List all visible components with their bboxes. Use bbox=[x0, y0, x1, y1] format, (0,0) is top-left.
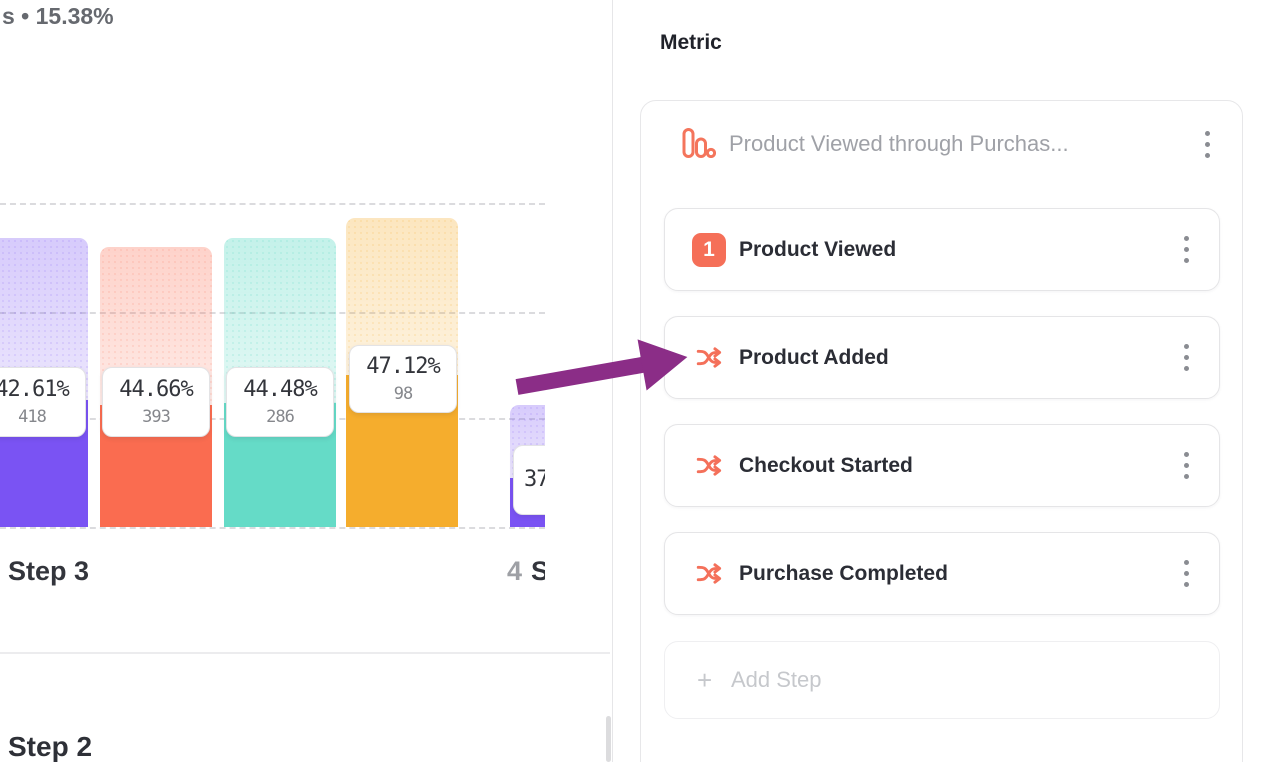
section-divider bbox=[0, 652, 610, 654]
conversion-pct: 44.66% bbox=[119, 377, 193, 402]
gridline bbox=[0, 203, 545, 205]
conversion-count: 418 bbox=[18, 407, 47, 427]
funnel-step-row-product-added[interactable]: Product Added bbox=[664, 316, 1220, 399]
plus-icon: + bbox=[697, 665, 713, 695]
kebab-dot bbox=[1205, 142, 1210, 147]
x-axis-label-step4-number: 4 bbox=[507, 556, 523, 586]
step-label: Product Added bbox=[739, 345, 889, 369]
shuffle-icon bbox=[696, 347, 721, 368]
kebab-dot bbox=[1184, 344, 1189, 349]
gridline bbox=[0, 312, 545, 314]
step-kebab-menu-button[interactable] bbox=[1184, 344, 1189, 371]
conversion-count: 393 bbox=[142, 407, 171, 427]
kebab-dot bbox=[1205, 153, 1210, 158]
kebab-dot bbox=[1205, 131, 1210, 136]
funnel-bars-icon bbox=[682, 128, 716, 158]
x-axis-label-step3: Step 3 bbox=[8, 556, 90, 586]
bar-value-card: 47.12% 98 bbox=[349, 345, 457, 413]
chart-context-text: s • 15.38% bbox=[2, 3, 114, 29]
funnel-step-row-purchase-completed[interactable]: Purchase Completed bbox=[664, 532, 1220, 615]
step-label: Product Viewed bbox=[739, 237, 897, 261]
metric-card-header[interactable]: Product Viewed through Purchas... bbox=[641, 101, 1242, 187]
kebab-dot bbox=[1184, 452, 1189, 457]
conversion-pct: 47.12% bbox=[366, 354, 440, 379]
step-number-badge: 1 bbox=[692, 232, 726, 267]
x-axis-label-step4-text: Step 4 bbox=[531, 556, 545, 586]
kebab-dot bbox=[1184, 366, 1189, 371]
shuffle-icon bbox=[696, 563, 721, 584]
bar-value-card: 44.66% 393 bbox=[102, 367, 210, 437]
kebab-dot bbox=[1184, 474, 1189, 479]
conversion-count: 98 bbox=[393, 384, 414, 404]
funnel-step-row-product-viewed[interactable]: 1 Product Viewed bbox=[664, 208, 1220, 291]
bar-value-card: 37 bbox=[513, 445, 545, 515]
kebab-dot bbox=[1184, 247, 1189, 252]
bar-value-card: 44.48% 286 bbox=[226, 367, 334, 437]
conversion-pct: 42.61% bbox=[0, 377, 70, 402]
step-label: Purchase Completed bbox=[739, 561, 948, 585]
shuffle-icon bbox=[696, 455, 721, 476]
conversion-count: 286 bbox=[266, 407, 295, 427]
step-kebab-menu-button[interactable] bbox=[1184, 560, 1189, 587]
bar-value-card: 42.61% 418 bbox=[0, 367, 86, 437]
next-section-heading: Step 2 bbox=[8, 731, 93, 762]
step-kebab-menu-button[interactable] bbox=[1184, 236, 1189, 263]
metric-panel: Metric Product Viewed through Purchas...… bbox=[613, 0, 1264, 762]
kebab-dot bbox=[1184, 355, 1189, 360]
kebab-dot bbox=[1184, 258, 1189, 263]
add-step-label: Add Step bbox=[731, 667, 822, 692]
kebab-dot bbox=[1184, 560, 1189, 565]
x-axis-label-step4: 4 Step 4 bbox=[507, 556, 545, 587]
kebab-dot bbox=[1184, 236, 1189, 241]
metric-kebab-menu-button[interactable] bbox=[1205, 131, 1210, 158]
scrollbar-thumb[interactable] bbox=[606, 716, 611, 762]
kebab-dot bbox=[1184, 582, 1189, 587]
funnel-plot: 42.61% 418 44.66% 393 44.48% 286 47.12% … bbox=[0, 0, 545, 612]
kebab-dot bbox=[1184, 571, 1189, 576]
funnel-step-row-checkout-started[interactable]: Checkout Started bbox=[664, 424, 1220, 507]
add-step-button[interactable]: + Add Step bbox=[664, 641, 1220, 719]
conversion-pct: 37 bbox=[524, 467, 545, 492]
conversion-pct: 44.48% bbox=[243, 377, 317, 402]
funnel-chart-area: s • 15.38% bbox=[0, 0, 612, 762]
kebab-dot bbox=[1184, 463, 1189, 468]
step-label: Checkout Started bbox=[739, 453, 913, 477]
metric-card: Product Viewed through Purchas... 1 Prod… bbox=[640, 100, 1243, 762]
panel-title: Metric bbox=[660, 31, 722, 54]
gridline bbox=[0, 527, 545, 529]
step-kebab-menu-button[interactable] bbox=[1184, 452, 1189, 479]
metric-name: Product Viewed through Purchas... bbox=[729, 131, 1069, 156]
